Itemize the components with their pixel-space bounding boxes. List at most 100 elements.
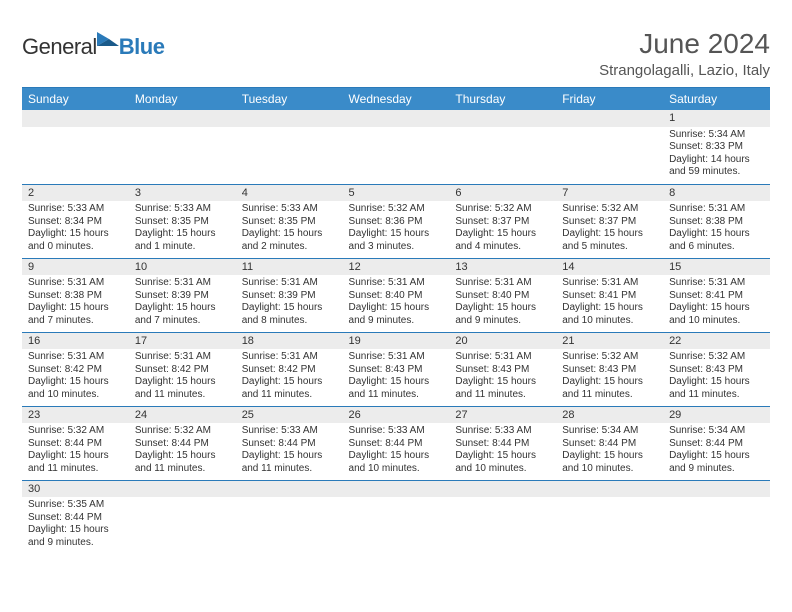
daylight-line: Daylight: 15 hours and 11 minutes. [455,376,550,401]
sunset-line: Sunset: 8:42 PM [242,364,337,377]
sunset-line: Sunset: 8:43 PM [669,364,764,377]
sunset-line: Sunset: 8:42 PM [28,364,123,377]
day-number: 21 [556,333,663,350]
daylight-line: Daylight: 15 hours and 10 minutes. [455,450,550,475]
day-body: Sunrise: 5:33 AMSunset: 8:34 PMDaylight:… [22,201,129,256]
calendar-cell [343,110,450,184]
logo-text-blue: Blue [119,34,165,60]
sunrise-line: Sunrise: 5:33 AM [28,203,123,216]
calendar-cell: 17Sunrise: 5:31 AMSunset: 8:42 PMDayligh… [129,332,236,406]
day-body: Sunrise: 5:34 AMSunset: 8:44 PMDaylight:… [556,423,663,478]
sunrise-line: Sunrise: 5:32 AM [135,425,230,438]
day-number: 13 [449,259,556,276]
calendar-cell: 12Sunrise: 5:31 AMSunset: 8:40 PMDayligh… [343,258,450,332]
day-body: Sunrise: 5:31 AMSunset: 8:39 PMDaylight:… [129,275,236,330]
day-body: Sunrise: 5:32 AMSunset: 8:36 PMDaylight:… [343,201,450,256]
day-number [449,481,556,498]
day-body: Sunrise: 5:35 AMSunset: 8:44 PMDaylight:… [22,497,129,552]
calendar-cell: 1Sunrise: 5:34 AMSunset: 8:33 PMDaylight… [663,110,770,184]
flag-icon [95,30,121,53]
day-number [556,481,663,498]
calendar-cell: 3Sunrise: 5:33 AMSunset: 8:35 PMDaylight… [129,184,236,258]
sunset-line: Sunset: 8:43 PM [455,364,550,377]
calendar-cell: 20Sunrise: 5:31 AMSunset: 8:43 PMDayligh… [449,332,556,406]
daylight-line: Daylight: 15 hours and 3 minutes. [349,228,444,253]
daylight-line: Daylight: 15 hours and 7 minutes. [135,302,230,327]
day-body: Sunrise: 5:31 AMSunset: 8:42 PMDaylight:… [22,349,129,404]
calendar-cell: 15Sunrise: 5:31 AMSunset: 8:41 PMDayligh… [663,258,770,332]
day-number: 10 [129,259,236,276]
day-number: 18 [236,333,343,350]
sunset-line: Sunset: 8:39 PM [135,290,230,303]
sunrise-line: Sunrise: 5:32 AM [669,351,764,364]
title-block: June 2024 Strangolagalli, Lazio, Italy [599,28,770,79]
sunset-line: Sunset: 8:38 PM [28,290,123,303]
sunrise-line: Sunrise: 5:31 AM [242,351,337,364]
daylight-line: Daylight: 14 hours and 59 minutes. [669,154,764,179]
sunset-line: Sunset: 8:41 PM [562,290,657,303]
daylight-line: Daylight: 15 hours and 9 minutes. [455,302,550,327]
daylight-line: Daylight: 15 hours and 9 minutes. [669,450,764,475]
day-number [343,110,450,127]
daylight-line: Daylight: 15 hours and 10 minutes. [562,450,657,475]
calendar-cell: 25Sunrise: 5:33 AMSunset: 8:44 PMDayligh… [236,406,343,480]
day-body: Sunrise: 5:31 AMSunset: 8:41 PMDaylight:… [663,275,770,330]
calendar-cell: 8Sunrise: 5:31 AMSunset: 8:38 PMDaylight… [663,184,770,258]
weekday-header: Wednesday [343,88,450,111]
sunset-line: Sunset: 8:44 PM [669,438,764,451]
calendar-cell: 9Sunrise: 5:31 AMSunset: 8:38 PMDaylight… [22,258,129,332]
sunrise-line: Sunrise: 5:31 AM [242,277,337,290]
daylight-line: Daylight: 15 hours and 0 minutes. [28,228,123,253]
weekday-header: Tuesday [236,88,343,111]
sunset-line: Sunset: 8:39 PM [242,290,337,303]
day-body: Sunrise: 5:31 AMSunset: 8:41 PMDaylight:… [556,275,663,330]
sunset-line: Sunset: 8:44 PM [135,438,230,451]
day-body: Sunrise: 5:33 AMSunset: 8:44 PMDaylight:… [236,423,343,478]
calendar-cell [236,110,343,184]
weekday-header: Thursday [449,88,556,111]
daylight-line: Daylight: 15 hours and 11 minutes. [242,376,337,401]
sunset-line: Sunset: 8:41 PM [669,290,764,303]
day-number: 3 [129,185,236,202]
sunrise-line: Sunrise: 5:34 AM [562,425,657,438]
sunset-line: Sunset: 8:35 PM [242,216,337,229]
day-body: Sunrise: 5:32 AMSunset: 8:44 PMDaylight:… [22,423,129,478]
sunrise-line: Sunrise: 5:33 AM [135,203,230,216]
calendar-cell [556,480,663,554]
sunrise-line: Sunrise: 5:31 AM [669,277,764,290]
sunrise-line: Sunrise: 5:31 AM [669,203,764,216]
daylight-line: Daylight: 15 hours and 11 minutes. [562,376,657,401]
daylight-line: Daylight: 15 hours and 4 minutes. [455,228,550,253]
calendar-cell: 23Sunrise: 5:32 AMSunset: 8:44 PMDayligh… [22,406,129,480]
weekday-header: Saturday [663,88,770,111]
calendar-cell: 21Sunrise: 5:32 AMSunset: 8:43 PMDayligh… [556,332,663,406]
day-body: Sunrise: 5:32 AMSunset: 8:37 PMDaylight:… [556,201,663,256]
calendar-cell: 6Sunrise: 5:32 AMSunset: 8:37 PMDaylight… [449,184,556,258]
day-body: Sunrise: 5:32 AMSunset: 8:37 PMDaylight:… [449,201,556,256]
day-number: 5 [343,185,450,202]
day-number: 15 [663,259,770,276]
calendar-row: 1Sunrise: 5:34 AMSunset: 8:33 PMDaylight… [22,110,770,184]
calendar-cell: 30Sunrise: 5:35 AMSunset: 8:44 PMDayligh… [22,480,129,554]
day-body: Sunrise: 5:33 AMSunset: 8:44 PMDaylight:… [449,423,556,478]
day-body: Sunrise: 5:32 AMSunset: 8:43 PMDaylight:… [663,349,770,404]
day-number: 24 [129,407,236,424]
sunrise-line: Sunrise: 5:31 AM [28,351,123,364]
sunset-line: Sunset: 8:43 PM [349,364,444,377]
sunrise-line: Sunrise: 5:32 AM [455,203,550,216]
sunset-line: Sunset: 8:36 PM [349,216,444,229]
sunset-line: Sunset: 8:33 PM [669,141,764,154]
day-number: 27 [449,407,556,424]
daylight-line: Daylight: 15 hours and 8 minutes. [242,302,337,327]
calendar-cell: 18Sunrise: 5:31 AMSunset: 8:42 PMDayligh… [236,332,343,406]
sunset-line: Sunset: 8:37 PM [455,216,550,229]
daylight-line: Daylight: 15 hours and 9 minutes. [349,302,444,327]
sunset-line: Sunset: 8:44 PM [562,438,657,451]
calendar-cell [129,480,236,554]
sunrise-line: Sunrise: 5:32 AM [562,351,657,364]
sunrise-line: Sunrise: 5:35 AM [28,499,123,512]
day-number: 22 [663,333,770,350]
calendar-cell: 26Sunrise: 5:33 AMSunset: 8:44 PMDayligh… [343,406,450,480]
day-body: Sunrise: 5:31 AMSunset: 8:38 PMDaylight:… [663,201,770,256]
daylight-line: Daylight: 15 hours and 11 minutes. [242,450,337,475]
